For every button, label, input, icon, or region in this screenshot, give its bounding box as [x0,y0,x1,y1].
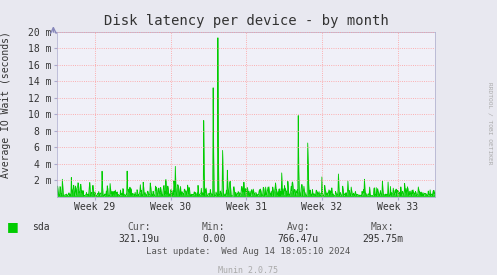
Title: Disk latency per device - by month: Disk latency per device - by month [104,14,388,28]
Text: Average IO Wait (seconds): Average IO Wait (seconds) [1,31,11,178]
Text: 321.19u: 321.19u [119,234,160,244]
Text: Last update:  Wed Aug 14 18:05:10 2024: Last update: Wed Aug 14 18:05:10 2024 [147,247,350,256]
Text: Min:: Min: [202,222,226,232]
Text: Cur:: Cur: [127,222,151,232]
Text: 0.00: 0.00 [202,234,226,244]
Text: sda: sda [32,222,50,232]
Text: Avg:: Avg: [286,222,310,232]
Text: 766.47u: 766.47u [278,234,319,244]
Text: Max:: Max: [371,222,395,232]
Text: 295.75m: 295.75m [362,234,403,244]
Text: ■: ■ [6,220,18,233]
Text: Munin 2.0.75: Munin 2.0.75 [219,266,278,274]
Text: RRDTOOL / TOBI OETIKER: RRDTOOL / TOBI OETIKER [488,82,493,165]
